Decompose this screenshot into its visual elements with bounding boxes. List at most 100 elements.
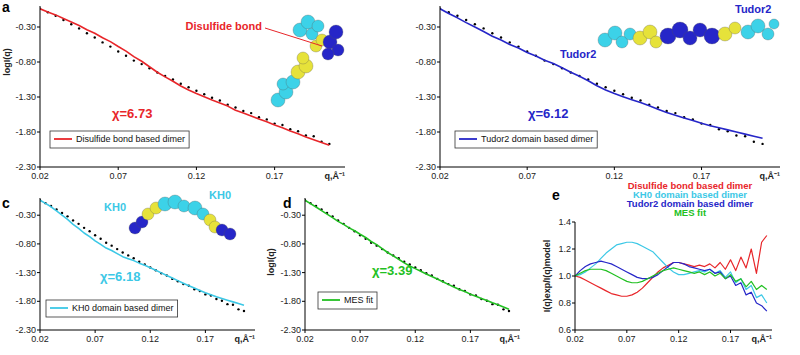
annotation: KH0 bbox=[104, 201, 126, 213]
y-tick bbox=[302, 301, 305, 302]
data-point bbox=[242, 110, 244, 112]
y-tick bbox=[37, 62, 40, 63]
data-point bbox=[88, 230, 90, 232]
data-point bbox=[250, 112, 252, 114]
y-tick bbox=[572, 249, 575, 250]
y-tick-label: -1.80 bbox=[15, 296, 36, 306]
x-tick-label: 0.17 bbox=[462, 334, 480, 344]
x-tick-label: 0.07 bbox=[86, 334, 104, 344]
y-tick bbox=[437, 167, 440, 168]
data-point bbox=[219, 99, 221, 101]
y-axis-label: logI(q) bbox=[266, 248, 276, 276]
data-point bbox=[674, 112, 676, 114]
data-point bbox=[753, 141, 755, 143]
y-tick-label: 1.2 bbox=[558, 244, 571, 254]
legend-swatch bbox=[322, 299, 340, 301]
y-tick-label: -1.30 bbox=[415, 92, 436, 102]
y-tick bbox=[572, 222, 575, 223]
x-tick bbox=[95, 330, 96, 333]
y-tick-label: -1.30 bbox=[15, 268, 36, 278]
molecule bbox=[271, 15, 344, 107]
data-point bbox=[266, 118, 268, 120]
panel-letter: d bbox=[283, 195, 292, 211]
annotation: χ=6.73 bbox=[112, 106, 152, 121]
annotation: χ=3.39 bbox=[372, 263, 412, 278]
data-point bbox=[133, 59, 135, 61]
data-point bbox=[116, 248, 118, 250]
y-tick-label: -2.30 bbox=[280, 325, 301, 335]
data-point bbox=[491, 32, 493, 34]
legend-swatch bbox=[50, 307, 68, 309]
x-tick bbox=[678, 330, 679, 333]
molecule-domain bbox=[322, 48, 334, 60]
data-point bbox=[94, 36, 96, 38]
legend-box bbox=[318, 292, 377, 309]
x-tick bbox=[118, 167, 119, 170]
annotation: Disulfide bond bbox=[186, 20, 262, 32]
plot-area bbox=[305, 199, 510, 312]
data-point bbox=[232, 304, 234, 306]
molecule-domain bbox=[769, 19, 779, 29]
annotation: χ=6.12 bbox=[528, 106, 568, 121]
annotation: Tudor2 bbox=[735, 3, 771, 15]
data-point bbox=[101, 41, 103, 43]
x-tick-label: 0.12 bbox=[188, 171, 206, 181]
data-point bbox=[86, 32, 88, 34]
data-point bbox=[99, 238, 101, 240]
y-tick-label: -2.30 bbox=[15, 162, 36, 172]
panel: 0.020.070.120.17-2.30-1.80-1.30-0.80-0.3… bbox=[2, 0, 345, 181]
y-axis-label: I(q)exp/I(q)model bbox=[542, 240, 552, 313]
y-tick bbox=[572, 276, 575, 277]
data-point bbox=[72, 219, 74, 221]
data-point bbox=[83, 227, 85, 229]
y-tick-label: -0.80 bbox=[15, 239, 36, 249]
y-tick bbox=[302, 215, 305, 216]
y-tick bbox=[37, 167, 40, 168]
x-axis bbox=[575, 330, 772, 331]
legend-box bbox=[50, 131, 189, 148]
legend: Tudor2 domain based dimer bbox=[455, 131, 597, 148]
y-tick-label: 0.8 bbox=[558, 298, 571, 308]
y-tick bbox=[437, 97, 440, 98]
y-axis bbox=[440, 6, 441, 167]
x-tick-label: 0.12 bbox=[141, 334, 159, 344]
molecule-domain bbox=[312, 20, 324, 32]
legend-box bbox=[46, 300, 178, 317]
y-tick bbox=[302, 330, 305, 331]
x-tick bbox=[614, 167, 615, 170]
y-tick bbox=[572, 330, 575, 331]
y-tick-label: 1.0 bbox=[558, 271, 571, 281]
y-tick bbox=[37, 243, 40, 244]
plot-area bbox=[40, 199, 245, 312]
data-point bbox=[66, 215, 68, 217]
y-tick bbox=[37, 215, 40, 216]
y-tick bbox=[302, 272, 305, 273]
annotation-arrow bbox=[265, 28, 322, 46]
molecule-domain bbox=[297, 52, 309, 64]
legend: KH0 domain based dimer bbox=[46, 300, 178, 317]
x-tick bbox=[360, 330, 361, 333]
data-point bbox=[77, 223, 79, 225]
panel: 0.020.070.120.170.60.81.01.21.4q,Å⁻¹I(q)… bbox=[542, 180, 772, 344]
y-tick-label: -0.30 bbox=[280, 210, 301, 220]
y-tick bbox=[437, 62, 440, 63]
molecule bbox=[598, 19, 779, 48]
curve bbox=[440, 9, 763, 139]
data-point bbox=[500, 36, 502, 38]
y-tick-label: -1.80 bbox=[15, 127, 36, 137]
y-tick bbox=[37, 301, 40, 302]
molecule-domain bbox=[224, 228, 236, 240]
x-tick-label: 0.17 bbox=[266, 171, 284, 181]
x-tick-label: 0.12 bbox=[606, 171, 624, 181]
data-point bbox=[94, 234, 96, 236]
x-tick-label: 0.02 bbox=[566, 334, 584, 344]
data-point bbox=[761, 143, 763, 145]
annotation: χ=6.18 bbox=[100, 269, 140, 284]
data-point bbox=[297, 130, 299, 132]
data-point bbox=[105, 242, 107, 244]
y-tick-label: -1.30 bbox=[15, 92, 36, 102]
data-point bbox=[465, 19, 467, 21]
data-point bbox=[502, 308, 504, 310]
y-tick-label: -0.30 bbox=[15, 210, 36, 220]
molecule bbox=[129, 195, 236, 240]
